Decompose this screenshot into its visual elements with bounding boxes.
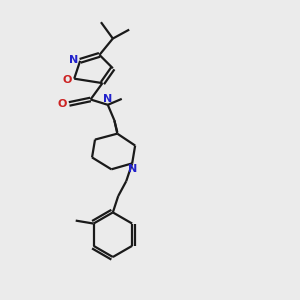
Text: N: N bbox=[128, 164, 138, 174]
Text: N: N bbox=[69, 55, 78, 65]
Text: O: O bbox=[58, 99, 67, 109]
Text: O: O bbox=[63, 75, 72, 85]
Text: N: N bbox=[103, 94, 113, 104]
